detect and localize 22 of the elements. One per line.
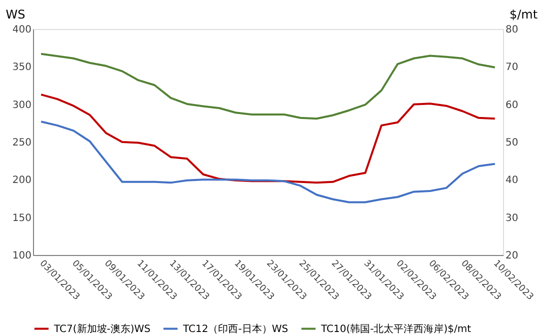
legend-label: TC12（印西-日本）WS bbox=[182, 322, 288, 335]
y-tick-label: 250 bbox=[12, 138, 32, 148]
y2-tick-label: 50 bbox=[506, 138, 518, 148]
y2-tick-label: 60 bbox=[506, 100, 518, 111]
y2-tick-label: 80 bbox=[506, 24, 518, 36]
y2-tick-label: 30 bbox=[506, 212, 518, 224]
line-series bbox=[40, 52, 496, 120]
y2-axis-title: $/mt bbox=[509, 8, 538, 22]
y2-tick-label: 20 bbox=[506, 250, 518, 262]
y-tick-label: 400 bbox=[12, 24, 32, 36]
line-series bbox=[40, 94, 496, 184]
legend-label: TC7(新加坡-澳东)WS bbox=[53, 322, 151, 335]
y-tick-label: 100 bbox=[12, 250, 32, 262]
y2-tick-label: 70 bbox=[506, 62, 518, 74]
y-axis-title: WS bbox=[6, 8, 26, 22]
y2-tick-label: 40 bbox=[506, 175, 518, 186]
legend-label: TC10(韩国-北太平洋西海岸)$/mt bbox=[320, 322, 472, 335]
y-tick-label: 300 bbox=[12, 100, 32, 111]
y-tick-label: 150 bbox=[12, 212, 32, 224]
y-tick-label: 350 bbox=[12, 62, 32, 74]
line-series bbox=[40, 120, 496, 204]
y-tick-label: 200 bbox=[12, 175, 32, 186]
